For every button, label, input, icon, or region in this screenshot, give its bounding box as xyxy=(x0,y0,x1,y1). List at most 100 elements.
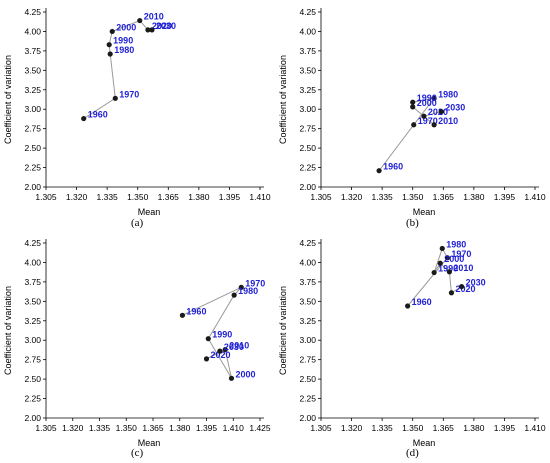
data-point-2000 xyxy=(109,28,115,35)
y-tick-label: 3.25 xyxy=(299,316,316,326)
x-tick-label: 1.320 xyxy=(341,192,363,202)
data-point-2000 xyxy=(437,260,443,266)
data-point-2010 xyxy=(137,17,143,24)
data-point-2010 xyxy=(431,122,437,128)
point-label-1990: 1990 xyxy=(417,93,437,103)
panel-caption-a: (a) xyxy=(131,217,144,229)
y-tick-label: 3.25 xyxy=(24,85,41,95)
x-tick-label: 1.410 xyxy=(524,423,546,433)
x-tick-label: 1.350 xyxy=(402,192,424,202)
x-tick-label: 1.305 xyxy=(310,423,332,433)
y-tick-label: 3.75 xyxy=(24,277,41,287)
data-point-2020 xyxy=(203,356,210,362)
y-tick-label: 2.25 xyxy=(299,163,316,173)
data-point-1960 xyxy=(405,303,411,309)
data-point-1960 xyxy=(376,168,382,174)
y-tick-label: 4.25 xyxy=(299,7,316,17)
scatter-chart-a: 2.00 2.25 2.50 2.75 3.00 3.25 3.50 3.75 4.00 4.25… xyxy=(3,7,271,217)
x-axis-label: Mean xyxy=(138,438,161,448)
point-label-2000: 2000 xyxy=(444,254,464,264)
data-point-1970 xyxy=(112,95,118,101)
y-tick-label: 2.00 xyxy=(24,413,41,423)
point-label-1970: 1970 xyxy=(245,278,265,288)
data-point-1980 xyxy=(107,51,113,57)
data-point-1960 xyxy=(81,115,87,122)
y-tick-label: 2.00 xyxy=(299,413,316,423)
data-point-2030 xyxy=(459,283,465,290)
data-point-1960 xyxy=(179,312,186,318)
y-tick-label: 3.25 xyxy=(299,85,316,95)
y-axis-label: Coefficient of variation xyxy=(278,55,288,144)
y-tick-label: 2.50 xyxy=(24,374,41,384)
x-axis-label: Mean xyxy=(138,207,161,217)
y-tick-label: 4.25 xyxy=(24,7,41,17)
chart-panel-c: 2.00 2.25 2.50 2.75 3.00 3.25 3.50 3.75 4.00 4.25… xyxy=(0,231,275,462)
panel-caption-c: (c) xyxy=(131,447,144,459)
x-tick-label: 1.395 xyxy=(494,423,516,433)
data-point-1970 xyxy=(411,122,417,128)
x-tick-label: 1.395 xyxy=(219,192,241,202)
x-tick-label: 1.335 xyxy=(89,423,111,433)
data-point-2030 xyxy=(438,108,444,115)
data-point-1990 xyxy=(431,269,437,276)
y-tick-label: 4.00 xyxy=(299,26,316,36)
data-point-1990 xyxy=(106,42,112,48)
panel-caption-d: (d) xyxy=(406,447,419,459)
y-tick-label: 2.50 xyxy=(299,374,316,384)
data-point-2020 xyxy=(448,290,455,296)
x-tick-label: 1.335 xyxy=(372,423,394,433)
scatter-chart-c: 2.00 2.25 2.50 2.75 3.00 3.25 3.50 3.75 4.00 4.25… xyxy=(3,238,271,448)
data-point-1980 xyxy=(439,245,445,252)
y-tick-label: 4.00 xyxy=(299,257,316,267)
point-label-2000: 2000 xyxy=(116,22,136,32)
point-label-1960: 1960 xyxy=(186,306,206,316)
y-tick-label: 3.00 xyxy=(24,335,41,345)
data-point-2000 xyxy=(410,104,416,110)
chart-panel-a: 2.00 2.25 2.50 2.75 3.00 3.25 3.50 3.75 4.00 4.25… xyxy=(0,0,275,231)
panel-caption-b: (b) xyxy=(406,217,419,229)
x-tick-label: 1.320 xyxy=(66,192,88,202)
x-tick-label: 1.320 xyxy=(62,423,84,433)
y-tick-label: 2.00 xyxy=(299,182,316,192)
point-label-2000: 2000 xyxy=(417,98,437,108)
x-tick-label: 1.335 xyxy=(372,192,394,202)
point-label-1980: 1980 xyxy=(114,45,134,55)
point-label-2010: 2010 xyxy=(144,12,164,22)
data-point-2010 xyxy=(222,346,228,353)
point-label-2020: 2020 xyxy=(211,350,231,360)
point-label-2010: 2010 xyxy=(453,263,473,273)
y-axis-label: Coefficient of variation xyxy=(278,286,288,375)
x-tick-label: 1.305 xyxy=(35,192,57,202)
y-tick-label: 2.25 xyxy=(299,394,316,404)
point-label-2010: 2010 xyxy=(438,116,458,126)
y-tick-label: 3.50 xyxy=(24,65,41,75)
x-tick-label: 1.425 xyxy=(249,423,271,433)
x-axis-label: Mean xyxy=(413,207,436,217)
y-tick-label: 4.00 xyxy=(24,257,41,267)
point-label-1970: 1970 xyxy=(451,249,471,259)
x-tick-label: 1.410 xyxy=(223,423,245,433)
y-tick-label: 2.25 xyxy=(24,163,41,173)
point-label-2020: 2020 xyxy=(428,107,448,117)
point-label-1960: 1960 xyxy=(412,297,432,307)
x-tick-label: 1.365 xyxy=(433,423,455,433)
point-label-1960: 1960 xyxy=(383,162,403,172)
y-tick-label: 2.75 xyxy=(299,355,316,365)
y-tick-label: 2.50 xyxy=(24,143,41,153)
y-tick-label: 3.50 xyxy=(299,65,316,75)
point-label-2030: 2030 xyxy=(445,103,465,113)
point-label-1990: 1990 xyxy=(113,36,133,46)
point-label-1960: 1960 xyxy=(88,110,108,120)
y-tick-label: 4.25 xyxy=(24,238,41,248)
y-tick-label: 2.25 xyxy=(24,394,41,404)
y-tick-label: 3.25 xyxy=(24,316,41,326)
data-point-1970 xyxy=(444,255,450,261)
x-tick-label: 1.395 xyxy=(196,423,218,433)
x-tick-label: 1.410 xyxy=(249,192,271,202)
x-tick-label: 1.410 xyxy=(524,192,546,202)
point-label-2030: 2030 xyxy=(156,21,176,31)
y-tick-label: 3.00 xyxy=(299,335,316,345)
data-point-2010 xyxy=(446,269,452,275)
point-label-1980: 1980 xyxy=(446,239,466,249)
y-tick-label: 3.50 xyxy=(24,296,41,306)
